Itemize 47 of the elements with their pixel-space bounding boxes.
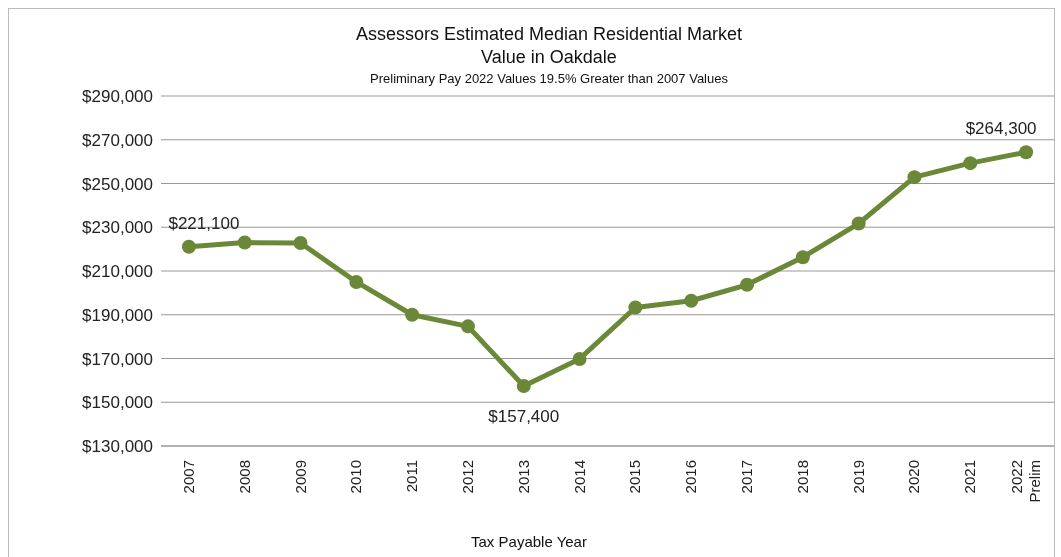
point <box>516 379 531 394</box>
point <box>460 319 475 334</box>
x-tick-label: 2019 <box>849 460 867 494</box>
data-label: $221,100 <box>168 213 240 233</box>
point <box>963 156 978 171</box>
x-tick-label: 2011 <box>403 460 421 493</box>
point <box>293 236 308 250</box>
point <box>684 293 699 308</box>
point <box>572 351 587 366</box>
y-tick-label: $210,000 <box>82 262 153 282</box>
y-tick-label: $150,000 <box>82 393 153 413</box>
point <box>237 235 252 250</box>
x-tick-label: 2020 <box>905 460 923 494</box>
point <box>907 170 922 185</box>
y-tick-label: $250,000 <box>82 174 153 194</box>
y-tick-label: $290,000 <box>82 87 153 107</box>
point <box>740 277 755 292</box>
y-tick-label: $170,000 <box>82 349 153 369</box>
x-tick-label: 2010 <box>347 460 365 494</box>
y-tick-label: $270,000 <box>82 130 153 150</box>
x-tick-label: 2022 Prelim <box>1008 460 1044 503</box>
x-tick-label: 2018 <box>793 460 811 494</box>
x-tick-label: 2013 <box>514 460 532 494</box>
y-tick-label: $230,000 <box>82 218 153 238</box>
point <box>628 300 643 315</box>
point <box>349 274 364 289</box>
point <box>181 239 196 254</box>
x-tick-label: 2014 <box>570 460 588 494</box>
chart-title: Assessors Estimated Median Residential Market Value in Oakdale <box>354 23 744 69</box>
x-tick-label: 2015 <box>626 460 644 494</box>
chart-subtitle: Preliminary Pay 2022 Values 19.5% Greater than 2007 Values <box>369 71 729 86</box>
data-label: $157,400 <box>488 407 560 427</box>
point <box>795 250 810 265</box>
point <box>851 216 866 231</box>
x-tick-label: 2016 <box>682 460 700 494</box>
data-label: $264,300 <box>965 119 1037 139</box>
x-axis-title: Tax Payable Year <box>470 533 588 550</box>
x-tick-label: 2008 <box>235 460 253 494</box>
point <box>405 307 420 322</box>
y-tick-label: $190,000 <box>82 305 153 325</box>
x-tick-label: 2021 <box>961 460 979 494</box>
point <box>1019 145 1034 160</box>
y-tick-label: $130,000 <box>82 437 153 457</box>
x-tick-label: 2009 <box>291 460 309 494</box>
x-tick-label: 2012 <box>458 460 476 494</box>
x-tick-label: 2017 <box>738 460 756 494</box>
x-tick-label: 2007 <box>179 460 197 494</box>
